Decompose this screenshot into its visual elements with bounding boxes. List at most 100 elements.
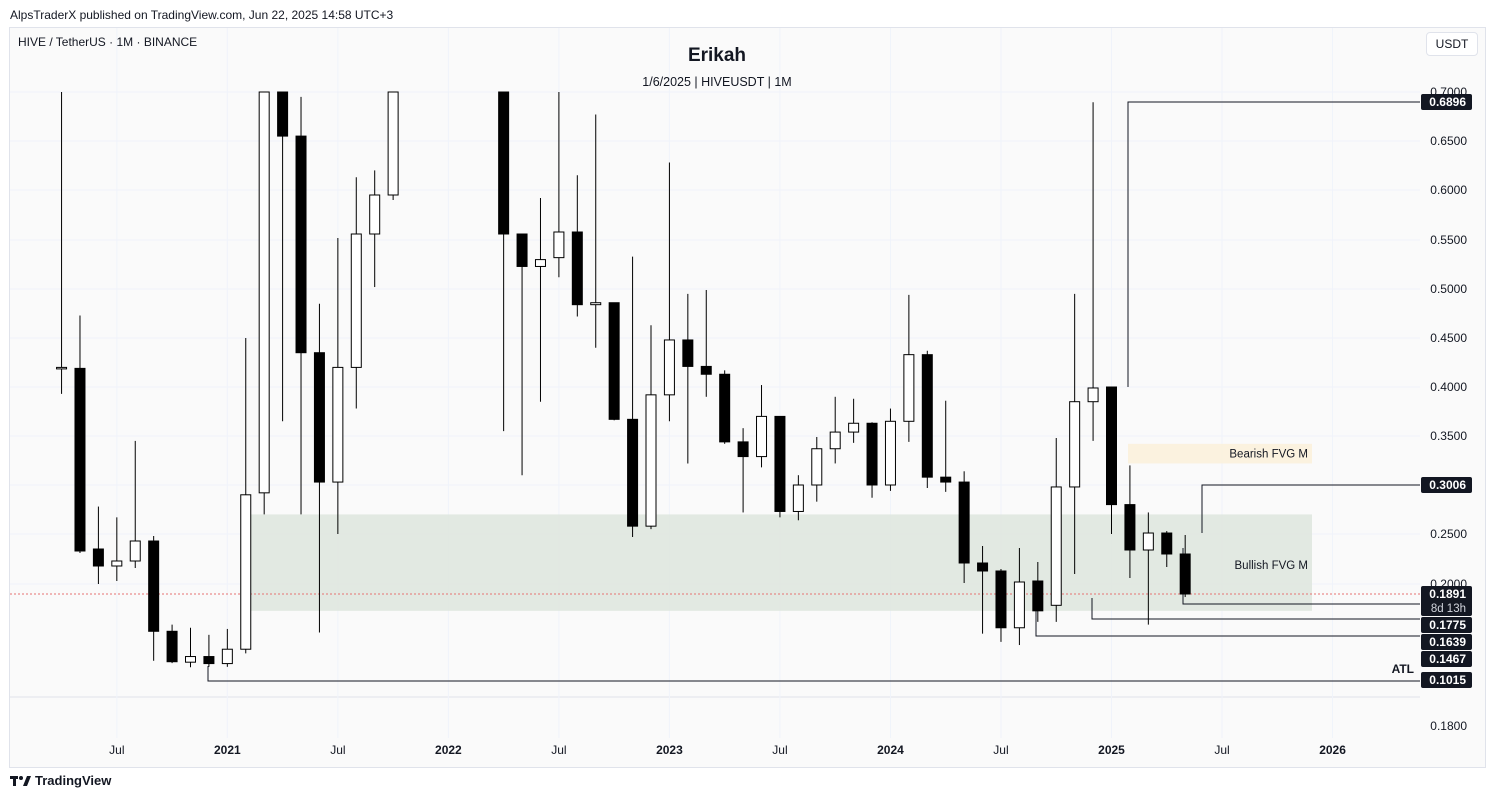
x-tick-label: 2021 xyxy=(214,743,241,757)
candle xyxy=(258,91,270,515)
candle xyxy=(1087,102,1099,441)
candle-body xyxy=(571,231,583,306)
candle-body xyxy=(774,415,786,512)
candles xyxy=(56,91,1191,668)
candle xyxy=(516,233,528,476)
level-line-0.6896 xyxy=(1127,101,1420,387)
price-label-text: 0.1775 xyxy=(1429,618,1466,632)
watermark-subtitle: 1/6/2025 | HIVEUSDT | 1M xyxy=(642,75,792,89)
level-line-0.1639 xyxy=(1091,598,1420,620)
level-lines xyxy=(10,101,1420,682)
price-label-box xyxy=(1421,651,1472,667)
candle-body xyxy=(1179,553,1191,595)
currency-button[interactable]: USDT xyxy=(1426,32,1478,56)
candle xyxy=(774,415,786,518)
candle xyxy=(129,440,141,568)
publisher-header: AlpsTraderX published on TradingView.com… xyxy=(10,8,394,22)
y-tick-label: 0.2500 xyxy=(1430,527,1467,541)
candle xyxy=(185,627,196,668)
candle-body xyxy=(682,339,694,367)
bearish-fvg-label: Bearish FVG M xyxy=(1229,449,1308,461)
candle-body xyxy=(295,135,307,354)
price-label-text: 0.1467 xyxy=(1429,652,1466,666)
candle-body xyxy=(1142,532,1154,551)
price-label-text: 0.1639 xyxy=(1429,635,1466,649)
tradingview-footer[interactable]: TradingView xyxy=(10,773,111,788)
candle-body xyxy=(1032,580,1044,612)
candle-body xyxy=(203,656,215,665)
candle-body xyxy=(258,91,270,494)
candle xyxy=(608,302,620,421)
countdown-text: 8d 13h xyxy=(1431,603,1466,615)
level-line-0.1015 xyxy=(207,666,1420,682)
bullish-fvg-zone xyxy=(243,514,1312,611)
candle-body xyxy=(534,259,546,267)
candle-body xyxy=(185,656,196,663)
candle-body xyxy=(387,91,399,196)
price-label-text: 0.3006 xyxy=(1429,478,1466,492)
candle xyxy=(350,177,362,409)
candle xyxy=(958,471,970,583)
candle-body xyxy=(627,418,639,527)
candle xyxy=(682,293,694,464)
candle xyxy=(1179,535,1191,598)
candle-body xyxy=(829,431,841,450)
candle-body xyxy=(756,415,768,458)
candle xyxy=(111,517,123,581)
y-tick-label: 0.4000 xyxy=(1430,380,1467,394)
x-tick-label: Jul xyxy=(109,743,124,757)
candle xyxy=(74,315,86,553)
candle-body xyxy=(866,422,878,486)
candle xyxy=(866,422,878,498)
candle xyxy=(240,338,252,654)
x-tick-label: Jul xyxy=(993,743,1008,757)
x-tick-label: 2025 xyxy=(1098,743,1125,757)
symbol-legend[interactable]: HIVE / TetherUS · 1M · BINANCE xyxy=(18,35,198,49)
candle xyxy=(756,385,768,468)
candle-body xyxy=(608,302,620,420)
price-label-box xyxy=(1421,634,1472,650)
candle xyxy=(884,408,896,491)
bearish-fvg-zone xyxy=(1128,443,1312,464)
y-tick-label: 0.5500 xyxy=(1430,233,1467,247)
level-line-0.1467 xyxy=(1035,607,1420,637)
chart-pane[interactable] xyxy=(9,27,1486,768)
candle xyxy=(56,92,68,394)
candle xyxy=(553,92,565,278)
price-label-text: 0.6896 xyxy=(1429,95,1466,109)
candle-body xyxy=(1050,486,1062,606)
price-label-box xyxy=(1421,672,1472,688)
candle xyxy=(645,325,657,530)
y-tick-label: 0.1800 xyxy=(1430,719,1467,733)
y-tick-label: 0.5000 xyxy=(1430,282,1467,296)
candle-body xyxy=(74,367,86,552)
candle-body xyxy=(553,231,565,259)
candle xyxy=(387,91,399,200)
candle xyxy=(1069,293,1081,574)
candle-body xyxy=(848,422,860,433)
candle xyxy=(332,238,344,534)
candle-body xyxy=(921,354,933,478)
y-tick-label: 0.6500 xyxy=(1430,134,1467,148)
candle xyxy=(627,256,639,537)
candle-body xyxy=(332,366,344,483)
candle-body xyxy=(516,233,528,267)
level-line-0.3006 xyxy=(1201,484,1420,533)
price-label-box xyxy=(1421,94,1472,110)
candle xyxy=(811,436,823,502)
x-tick-label: 2026 xyxy=(1319,743,1346,757)
candle xyxy=(829,396,841,464)
candle-body xyxy=(1124,504,1136,551)
candle-body xyxy=(498,91,510,235)
candle xyxy=(848,398,860,443)
axes: 0.70000.65000.60000.55000.50000.45000.40… xyxy=(109,85,1467,757)
x-tick-label: 2023 xyxy=(656,743,683,757)
candle xyxy=(1013,548,1025,646)
candle-body xyxy=(221,648,233,665)
candle xyxy=(92,506,104,584)
candle-body xyxy=(350,233,362,368)
candle-body xyxy=(369,194,381,235)
candle-body xyxy=(719,373,731,443)
price-label-box xyxy=(1421,617,1472,633)
